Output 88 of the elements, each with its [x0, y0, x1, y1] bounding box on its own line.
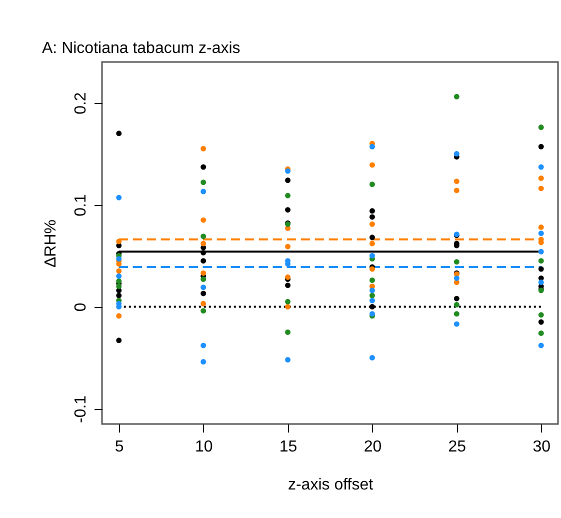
point — [369, 162, 375, 168]
point — [116, 313, 122, 319]
point — [454, 178, 460, 184]
point — [285, 178, 291, 184]
point — [200, 359, 206, 365]
point — [454, 188, 460, 194]
point — [538, 280, 544, 285]
point — [200, 284, 206, 290]
x-tick-label: 10 — [194, 438, 213, 456]
point — [369, 304, 375, 310]
point — [538, 230, 544, 236]
point — [538, 312, 544, 318]
point — [538, 342, 544, 348]
point — [116, 273, 122, 279]
point — [200, 342, 206, 348]
point — [369, 144, 375, 150]
point — [285, 304, 291, 310]
point — [369, 288, 375, 294]
point — [116, 130, 122, 136]
point — [454, 321, 460, 327]
x-tick-label: 20 — [364, 438, 382, 456]
point — [285, 298, 291, 304]
y-tick-label: 0 — [72, 302, 90, 312]
point — [454, 275, 460, 281]
point — [538, 319, 544, 325]
point — [200, 234, 206, 240]
point — [285, 329, 291, 335]
point — [454, 151, 460, 157]
point — [369, 298, 375, 304]
x-tick-label: 25 — [448, 438, 466, 456]
point — [116, 292, 122, 298]
y-axis-title: ΔRH% — [42, 219, 60, 268]
point — [454, 94, 460, 100]
y-tick-label: 0.1 — [72, 194, 90, 216]
point — [369, 208, 375, 214]
point — [116, 268, 122, 274]
point — [200, 188, 206, 194]
point — [369, 277, 375, 283]
point — [200, 164, 206, 170]
point — [538, 124, 544, 130]
point — [454, 311, 460, 317]
point — [538, 144, 544, 150]
point — [285, 244, 291, 250]
point — [369, 182, 375, 188]
point — [538, 224, 544, 230]
y-tick-label: -0.1 — [72, 395, 90, 423]
point — [369, 234, 375, 240]
point — [369, 253, 375, 258]
point — [369, 214, 375, 220]
point — [200, 300, 206, 306]
point — [369, 240, 375, 246]
point — [454, 259, 460, 265]
point — [200, 217, 206, 223]
point — [116, 238, 122, 244]
point — [538, 266, 544, 272]
point — [369, 221, 375, 227]
point — [538, 258, 544, 264]
point — [369, 292, 375, 298]
y-tick-label: 0.2 — [72, 92, 90, 114]
point — [200, 290, 206, 296]
point — [200, 146, 206, 152]
point — [285, 207, 291, 213]
point — [454, 296, 460, 302]
chart-title: A: Nicotiana tabacum z-axis — [42, 40, 240, 57]
point — [200, 308, 206, 314]
point — [538, 186, 544, 192]
point — [538, 164, 544, 170]
point — [538, 248, 544, 254]
point — [200, 270, 206, 276]
x-tick-label: 30 — [532, 438, 551, 456]
point — [200, 250, 206, 256]
point — [285, 192, 291, 198]
point — [369, 354, 375, 360]
point — [454, 302, 460, 308]
point — [538, 176, 544, 181]
point — [200, 180, 206, 186]
point — [200, 240, 206, 246]
point — [116, 338, 122, 344]
point — [116, 284, 122, 290]
x-tick-label: 5 — [114, 438, 124, 456]
point — [285, 357, 291, 362]
x-tick-label: 15 — [279, 438, 298, 456]
point — [200, 276, 206, 282]
x-axis-title: z-axis offset — [288, 476, 374, 494]
point — [116, 194, 122, 200]
point — [200, 258, 206, 264]
point — [285, 282, 291, 288]
point — [538, 330, 544, 336]
